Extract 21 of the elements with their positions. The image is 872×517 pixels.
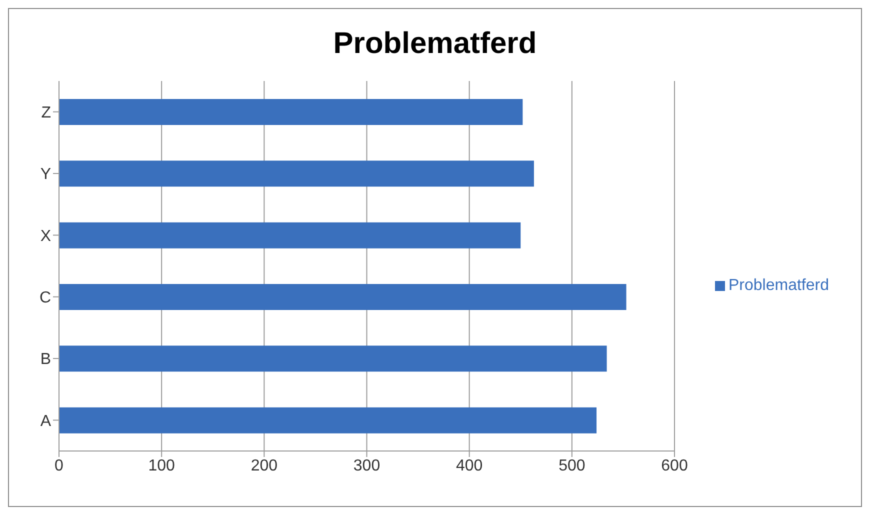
bar [59,222,521,248]
legend-label: Problematferd [728,277,829,294]
bar [59,346,607,372]
x-tick-label: 400 [456,457,483,474]
y-tick-label: Z [41,104,52,122]
y-tick-label: Y [40,166,52,184]
x-tick-label: 0 [54,457,64,474]
y-tick-label: C [39,290,51,307]
y-tick-label: B [40,351,51,368]
y-tick-label: A [40,412,52,430]
x-tick-label: 600 [661,457,688,474]
bar [59,99,523,125]
x-tick-label: 100 [148,457,176,474]
bar [59,160,534,187]
chart-title: Problematferd [332,27,538,62]
x-tick-label: 300 [353,457,380,474]
x-tick-label: 200 [250,457,278,474]
bar [59,284,626,310]
y-tick-label: X [40,228,52,245]
x-tick-label: 500 [558,457,586,474]
bar [59,407,597,434]
